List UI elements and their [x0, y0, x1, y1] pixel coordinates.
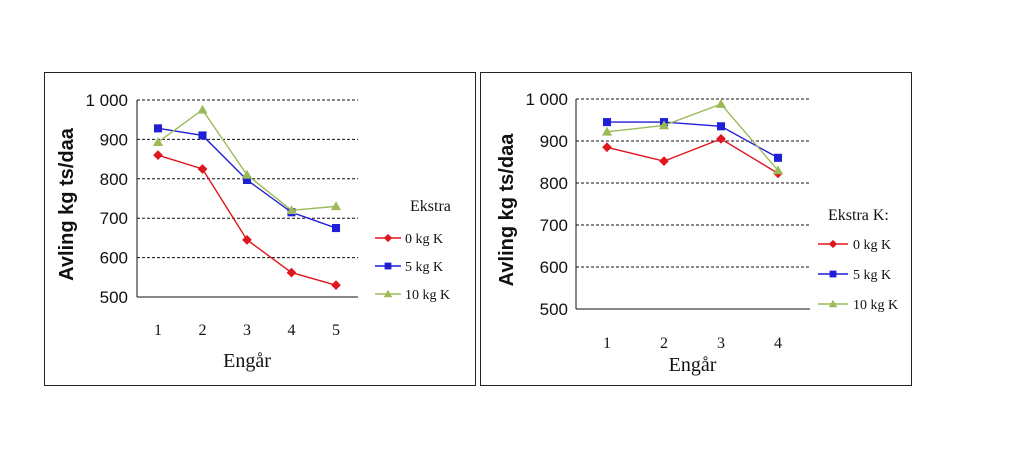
y-tick-label: 500: [540, 300, 568, 319]
y-tick-label: 800: [540, 174, 568, 193]
series-line-5-kg-K: [607, 121, 779, 159]
legend-label: 0 kg K: [405, 232, 443, 247]
data-point: [773, 153, 783, 162]
data-point: [602, 142, 612, 153]
y-tick-label: 700: [100, 209, 128, 228]
x-tick-label: 4: [288, 322, 296, 339]
data-point: [242, 234, 252, 245]
chart-left-panel: 500 600 700 800 900 1 000 1 2 3 4 5 Engår Avling kg …: [44, 72, 476, 386]
data-point: [331, 280, 341, 291]
legend-label: 5 kg K: [405, 260, 443, 275]
data-point: [286, 267, 297, 278]
y-axis-title: Avling kg ts/daa: [496, 133, 518, 287]
x-tick-label: 5: [332, 322, 340, 339]
legend-title: Ekstra: [410, 198, 451, 215]
chart-right: 500 600 700 800 900 1 000 1 2 3 4 Engår Avling kg t…: [496, 90, 898, 376]
data-point: [286, 205, 297, 215]
data-point: [197, 164, 208, 174]
data-point: [659, 156, 669, 167]
data-point: [716, 122, 726, 131]
x-tick-label: 2: [660, 335, 668, 352]
x-tick-label: 1: [154, 322, 162, 339]
y-tick-label: 600: [540, 258, 568, 277]
x-tick-label: 3: [243, 322, 251, 339]
data-point: [715, 98, 727, 108]
data-point: [601, 126, 613, 136]
y-tick-label: 1 000: [525, 90, 568, 109]
data-point: [197, 104, 208, 114]
x-tick-label: 3: [717, 335, 725, 352]
data-point: [153, 150, 163, 161]
x-tick-label: 1: [603, 335, 611, 352]
series-line-10-kg-K: [157, 108, 337, 212]
data-point: [241, 169, 253, 179]
data-point: [658, 120, 670, 130]
chart-right-panel: 500 600 700 800 900 1 000 1 2 3 4 Engår Avling kg t…: [480, 72, 912, 386]
data-point: [716, 134, 726, 144]
legend-marker: [828, 239, 838, 249]
legend-marker: [384, 262, 392, 270]
y-tick-label: 600: [100, 249, 128, 268]
data-point: [198, 131, 207, 140]
y-tick-label: 900: [540, 132, 568, 151]
legend-label: 5 kg K: [853, 268, 891, 283]
series-line-0-kg-K: [606, 138, 779, 174]
data-point: [242, 175, 252, 185]
legend-marker: [383, 233, 393, 243]
y-axis-title: Avling kg ts/daa: [56, 127, 78, 281]
legend-marker: [829, 270, 837, 278]
data-point: [331, 224, 341, 233]
data-point: [153, 124, 163, 133]
legend-label: 10 kg K: [853, 298, 898, 313]
y-tick-label: 900: [100, 130, 128, 149]
legend-label: 10 kg K: [405, 288, 450, 303]
chart-left: 500 600 700 800 900 1 000 1 2 3 4 5 Engår Avling kg …: [56, 91, 451, 372]
y-tick-label: 700: [540, 216, 568, 235]
x-tick-label: 4: [774, 335, 782, 352]
y-tick-label: 500: [100, 288, 128, 307]
legend-label: 0 kg K: [853, 238, 891, 253]
series-line-10-kg-K: [606, 103, 779, 171]
data-point: [330, 201, 342, 211]
x-axis-title: Engår: [223, 350, 271, 372]
y-tick-label: 800: [100, 170, 128, 189]
legend-title: Ekstra K:: [828, 207, 889, 224]
data-point: [152, 137, 164, 146]
x-axis-title: Engår: [669, 354, 717, 376]
legend-marker: [828, 299, 838, 308]
y-tick-label: 1 000: [85, 91, 128, 110]
legend-marker: [383, 289, 393, 298]
data-point: [602, 118, 612, 127]
data-point: [772, 165, 784, 175]
x-tick-label: 2: [199, 322, 207, 339]
